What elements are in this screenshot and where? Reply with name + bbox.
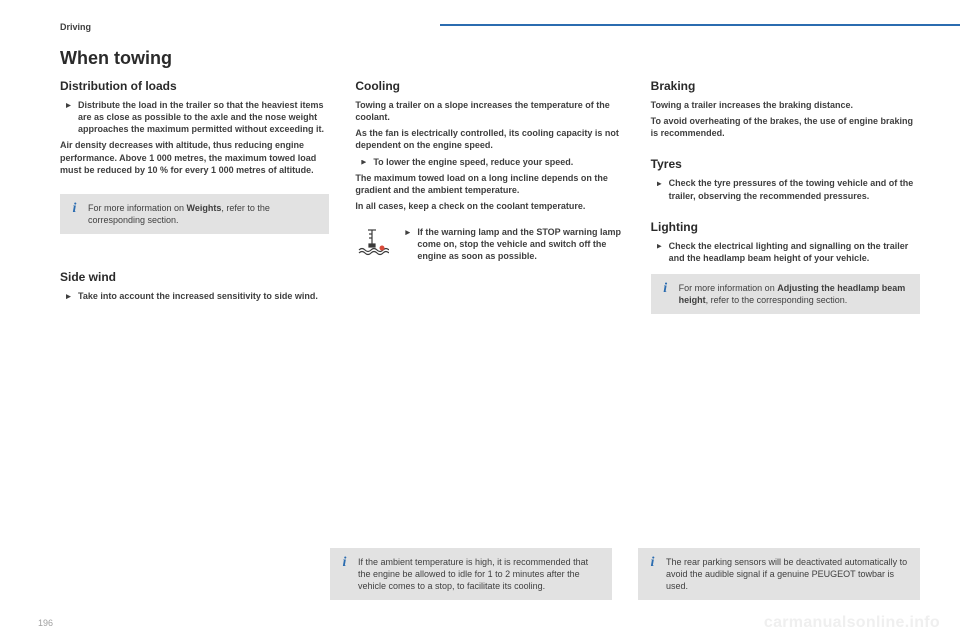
heading-distribution: Distribution of loads bbox=[60, 79, 329, 93]
bullet-list: To lower the engine speed, reduce your s… bbox=[355, 156, 624, 168]
bullet-item: Take into account the increased sensitiv… bbox=[60, 290, 329, 302]
heading-cooling: Cooling bbox=[355, 79, 624, 93]
bottom-spacer bbox=[60, 548, 304, 600]
info-icon: i bbox=[646, 556, 659, 569]
info-text-pre: For more information on bbox=[679, 283, 778, 293]
page-title: When towing bbox=[60, 48, 920, 69]
info-text-post: , refer to the corresponding section. bbox=[706, 295, 848, 305]
watermark: carmanualsonline.info bbox=[764, 614, 940, 632]
coolant-warning-icon bbox=[355, 226, 389, 268]
info-text-pre: For more information on bbox=[88, 203, 187, 213]
info-box-parking-sensors: i The rear parking sensors will be deact… bbox=[638, 548, 920, 600]
bullet-list: Check the tyre pressures of the towing v… bbox=[651, 177, 920, 201]
info-text: For more information on Weights, refer t… bbox=[88, 203, 270, 225]
info-icon: i bbox=[68, 202, 81, 215]
bullet-item: Check the tyre pressures of the towing v… bbox=[651, 177, 920, 201]
column-3: Braking Towing a trailer increases the b… bbox=[651, 79, 920, 314]
info-box-headlamp: i For more information on Adjusting the … bbox=[651, 274, 920, 314]
warning-block: If the warning lamp and the STOP warning… bbox=[355, 226, 624, 268]
bullet-item: Distribute the load in the trailer so th… bbox=[60, 99, 329, 135]
heading-side-wind: Side wind bbox=[60, 270, 329, 284]
paragraph: To avoid overheating of the brakes, the … bbox=[651, 115, 920, 139]
heading-braking: Braking bbox=[651, 79, 920, 93]
heading-lighting: Lighting bbox=[651, 220, 920, 234]
bullet-list: Check the electrical lighting and signal… bbox=[651, 240, 920, 264]
paragraph: Towing a trailer on a slope increases th… bbox=[355, 99, 624, 123]
page-number: 196 bbox=[38, 618, 53, 628]
paragraph: As the fan is electrically controlled, i… bbox=[355, 127, 624, 151]
bullet-item: To lower the engine speed, reduce your s… bbox=[355, 156, 624, 168]
bullet-list: If the warning lamp and the STOP warning… bbox=[399, 226, 624, 264]
content-columns: Distribution of loads Distribute the loa… bbox=[60, 79, 920, 314]
info-text: If the ambient temperature is high, it i… bbox=[358, 557, 588, 591]
heading-tyres: Tyres bbox=[651, 157, 920, 171]
info-text: For more information on Adjusting the he… bbox=[679, 283, 906, 305]
paragraph: Towing a trailer increases the braking d… bbox=[651, 99, 920, 111]
info-icon: i bbox=[338, 556, 351, 569]
bullet-item: Check the electrical lighting and signal… bbox=[651, 240, 920, 264]
column-2: Cooling Towing a trailer on a slope incr… bbox=[355, 79, 624, 314]
info-box-weights: i For more information on Weights, refer… bbox=[60, 194, 329, 234]
manual-page: Driving When towing Distribution of load… bbox=[0, 0, 960, 640]
column-1: Distribution of loads Distribute the loa… bbox=[60, 79, 329, 314]
paragraph: Air density decreases with altitude, thu… bbox=[60, 139, 329, 175]
paragraph: In all cases, keep a check on the coolan… bbox=[355, 200, 624, 212]
bottom-info-row: i If the ambient temperature is high, it… bbox=[60, 548, 920, 600]
bullet-list: Distribute the load in the trailer so th… bbox=[60, 99, 329, 135]
paragraph: The maximum towed load on a long incline… bbox=[355, 172, 624, 196]
info-text: The rear parking sensors will be deactiv… bbox=[666, 557, 907, 591]
info-box-ambient-temp: i If the ambient temperature is high, it… bbox=[330, 548, 612, 600]
bullet-list: Take into account the increased sensitiv… bbox=[60, 290, 329, 302]
info-text-strong: Weights bbox=[187, 203, 222, 213]
info-icon: i bbox=[659, 282, 672, 295]
header-rule bbox=[440, 24, 960, 26]
bullet-item: If the warning lamp and the STOP warning… bbox=[399, 226, 624, 262]
